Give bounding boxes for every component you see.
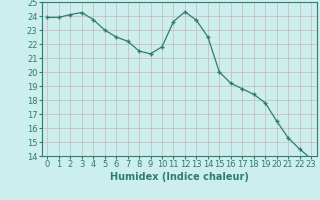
X-axis label: Humidex (Indice chaleur): Humidex (Indice chaleur) [110, 172, 249, 182]
